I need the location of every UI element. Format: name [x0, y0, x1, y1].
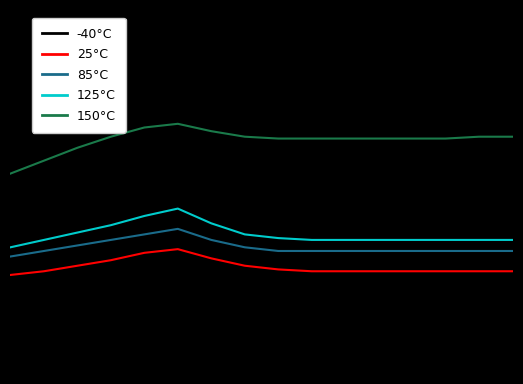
85°C [175, 227, 181, 231]
150°C [208, 129, 214, 134]
-40°C [7, 263, 14, 268]
150°C [342, 136, 348, 141]
-40°C [509, 258, 516, 263]
125°C [141, 214, 147, 218]
25°C [509, 269, 516, 273]
-40°C [175, 241, 181, 246]
85°C [309, 249, 315, 253]
125°C [108, 223, 114, 227]
Line: 125°C: 125°C [10, 209, 513, 247]
125°C [74, 230, 81, 235]
150°C [74, 146, 81, 150]
150°C [476, 134, 482, 139]
125°C [309, 238, 315, 242]
Legend: -40°C, 25°C, 85°C, 125°C, 150°C: -40°C, 25°C, 85°C, 125°C, 150°C [32, 18, 126, 132]
-40°C [41, 260, 47, 264]
150°C [309, 136, 315, 141]
125°C [275, 236, 281, 240]
150°C [108, 134, 114, 139]
150°C [175, 121, 181, 126]
85°C [141, 232, 147, 237]
125°C [409, 238, 415, 242]
125°C [476, 238, 482, 242]
-40°C [208, 247, 214, 252]
150°C [442, 136, 449, 141]
Line: -40°C: -40°C [10, 243, 513, 266]
Line: 25°C: 25°C [10, 249, 513, 275]
-40°C [409, 258, 415, 263]
150°C [376, 136, 382, 141]
25°C [309, 269, 315, 273]
125°C [509, 238, 516, 242]
25°C [409, 269, 415, 273]
85°C [41, 249, 47, 253]
-40°C [108, 250, 114, 255]
125°C [175, 206, 181, 211]
25°C [376, 269, 382, 273]
150°C [242, 134, 248, 139]
85°C [342, 249, 348, 253]
-40°C [242, 250, 248, 255]
-40°C [442, 258, 449, 263]
85°C [242, 245, 248, 250]
-40°C [376, 258, 382, 263]
25°C [141, 250, 147, 255]
25°C [342, 269, 348, 273]
125°C [208, 221, 214, 226]
85°C [476, 249, 482, 253]
-40°C [342, 258, 348, 263]
125°C [242, 232, 248, 237]
Line: 150°C: 150°C [10, 124, 513, 174]
150°C [509, 134, 516, 139]
25°C [275, 267, 281, 272]
85°C [7, 254, 14, 259]
25°C [208, 256, 214, 261]
150°C [409, 136, 415, 141]
-40°C [309, 256, 315, 261]
150°C [7, 171, 14, 176]
25°C [442, 269, 449, 273]
-40°C [476, 258, 482, 263]
-40°C [74, 256, 81, 261]
125°C [7, 245, 14, 250]
25°C [175, 247, 181, 252]
25°C [242, 263, 248, 268]
125°C [442, 238, 449, 242]
125°C [376, 238, 382, 242]
85°C [376, 249, 382, 253]
-40°C [141, 245, 147, 250]
25°C [476, 269, 482, 273]
85°C [509, 249, 516, 253]
85°C [409, 249, 415, 253]
150°C [141, 125, 147, 130]
85°C [208, 238, 214, 242]
85°C [442, 249, 449, 253]
Line: 85°C: 85°C [10, 229, 513, 257]
150°C [275, 136, 281, 141]
85°C [74, 243, 81, 248]
25°C [108, 258, 114, 263]
25°C [41, 269, 47, 273]
125°C [342, 238, 348, 242]
25°C [74, 263, 81, 268]
25°C [7, 273, 14, 277]
125°C [41, 238, 47, 242]
-40°C [275, 254, 281, 259]
85°C [108, 238, 114, 242]
150°C [41, 158, 47, 163]
85°C [275, 249, 281, 253]
